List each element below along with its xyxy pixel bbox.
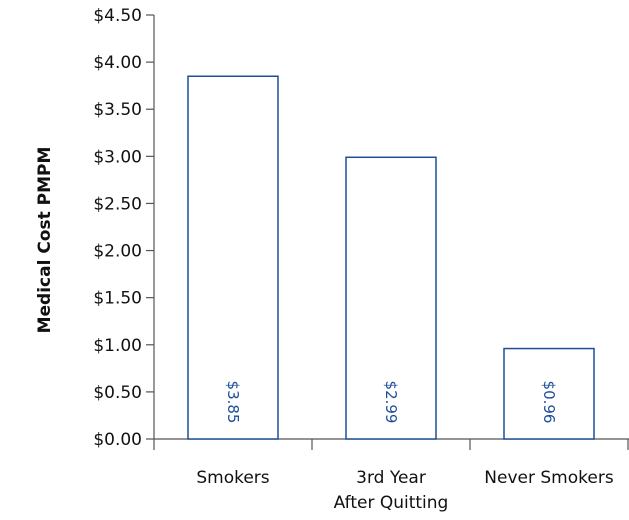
bar-value-label: $0.96	[540, 381, 558, 424]
bar	[503, 347, 595, 440]
bar-value-label: $2.99	[382, 381, 400, 424]
y-tick-label: $0.50	[93, 383, 142, 403]
bar-value-label: $3.85	[224, 381, 242, 424]
y-tick-label: $3.00	[93, 147, 142, 167]
y-tick-label: $1.00	[93, 336, 142, 356]
y-tick-label: $1.50	[93, 289, 142, 309]
y-tick-label: $0.00	[93, 430, 142, 450]
y-tick-label: $2.50	[93, 194, 142, 214]
bar	[187, 75, 279, 440]
x-axis-labels: Smokers 3rd Year After Quitting Never Smoke…	[196, 468, 613, 513]
y-tick-label: $3.50	[93, 100, 142, 120]
y-axis-title: Medical Cost PMPM	[35, 147, 55, 334]
y-tick-label: $4.50	[93, 6, 142, 26]
y-tick-label: $2.00	[93, 242, 142, 262]
y-axis-ticks: $0.00 $0.50 $1.00 $1.50 $2.00 $2.50 $3.00 $3.50…	[93, 6, 154, 450]
bar	[345, 156, 437, 440]
bars: $3.85 $2.99 $0.96	[187, 75, 595, 440]
x-category-label: Smokers	[196, 468, 269, 488]
x-category-label: Never Smokers	[484, 468, 614, 488]
y-tick-label: $4.00	[93, 53, 142, 73]
x-category-label: 3rd Year	[356, 468, 426, 488]
x-category-label: After Quitting	[334, 493, 449, 513]
